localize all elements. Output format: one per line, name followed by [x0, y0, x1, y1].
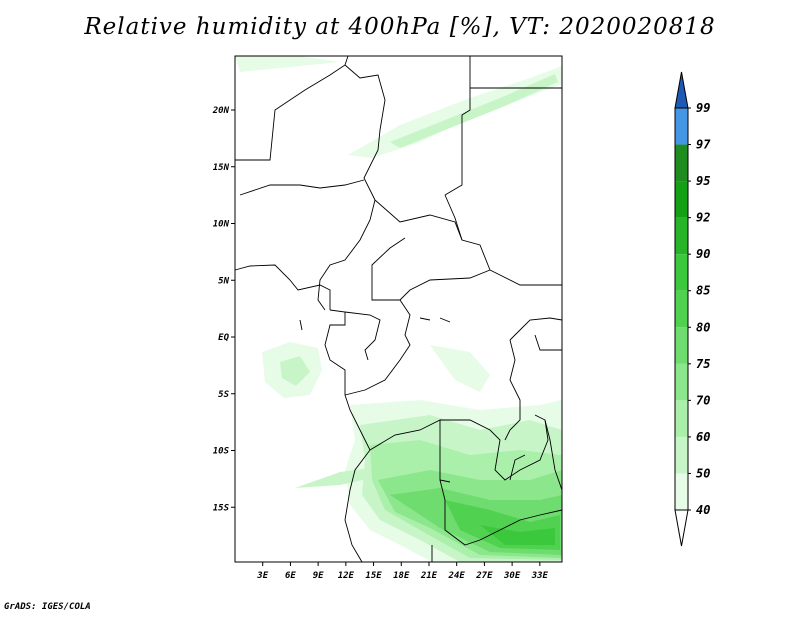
humidity-streak-central [430, 345, 490, 392]
lon-tick-label: 21E [420, 571, 438, 581]
lon-tick-label: 33E [531, 571, 549, 581]
lon-tick-label: 9E [313, 571, 324, 581]
lat-tick-label: 10S [213, 447, 230, 457]
lon-tick-label: 12E [338, 571, 355, 581]
lat-tick-label: 15N [213, 163, 230, 173]
humidity-band-sahara [348, 66, 562, 158]
lon-tick-label: 30E [503, 571, 521, 581]
humidity-band-sahara-inner [390, 74, 558, 148]
lat-tick-label: 5N [218, 276, 229, 286]
humidity-band-north [235, 56, 340, 72]
longitude-axis: 3E 6E 9E 12E 15E 18E 21E 24E 27E 30E 33E [256, 562, 549, 581]
lon-tick-label: 18E [393, 571, 410, 581]
lon-tick-label: 27E [475, 571, 493, 581]
lat-tick-label: 20N [212, 106, 230, 116]
lon-tick-label: 3E [256, 571, 268, 581]
humidity-shading [235, 56, 562, 562]
lat-tick-label: 10N [213, 220, 230, 230]
lon-tick-label: 24E [448, 571, 466, 581]
humidity-south-l7 [480, 525, 555, 545]
chart-title: Relative humidity at 400hPa [%], VT: 202… [84, 14, 716, 40]
lat-tick-label: 5S [218, 390, 229, 400]
humidity-streak-west [295, 468, 372, 488]
map-frame [234, 55, 563, 563]
latitude-axis: 20N 15N 10N 5N EQ 5S 10S 15S [212, 106, 235, 513]
lat-tick-label: EQ [218, 333, 229, 343]
lat-tick-label: 15S [213, 503, 230, 513]
lon-tick-label: 6E [285, 571, 296, 581]
lon-tick-label: 15E [365, 571, 382, 581]
humidity-blob-gulf-inner [280, 356, 310, 386]
footer-credit: GrADS: IGES/COLA [4, 602, 91, 612]
